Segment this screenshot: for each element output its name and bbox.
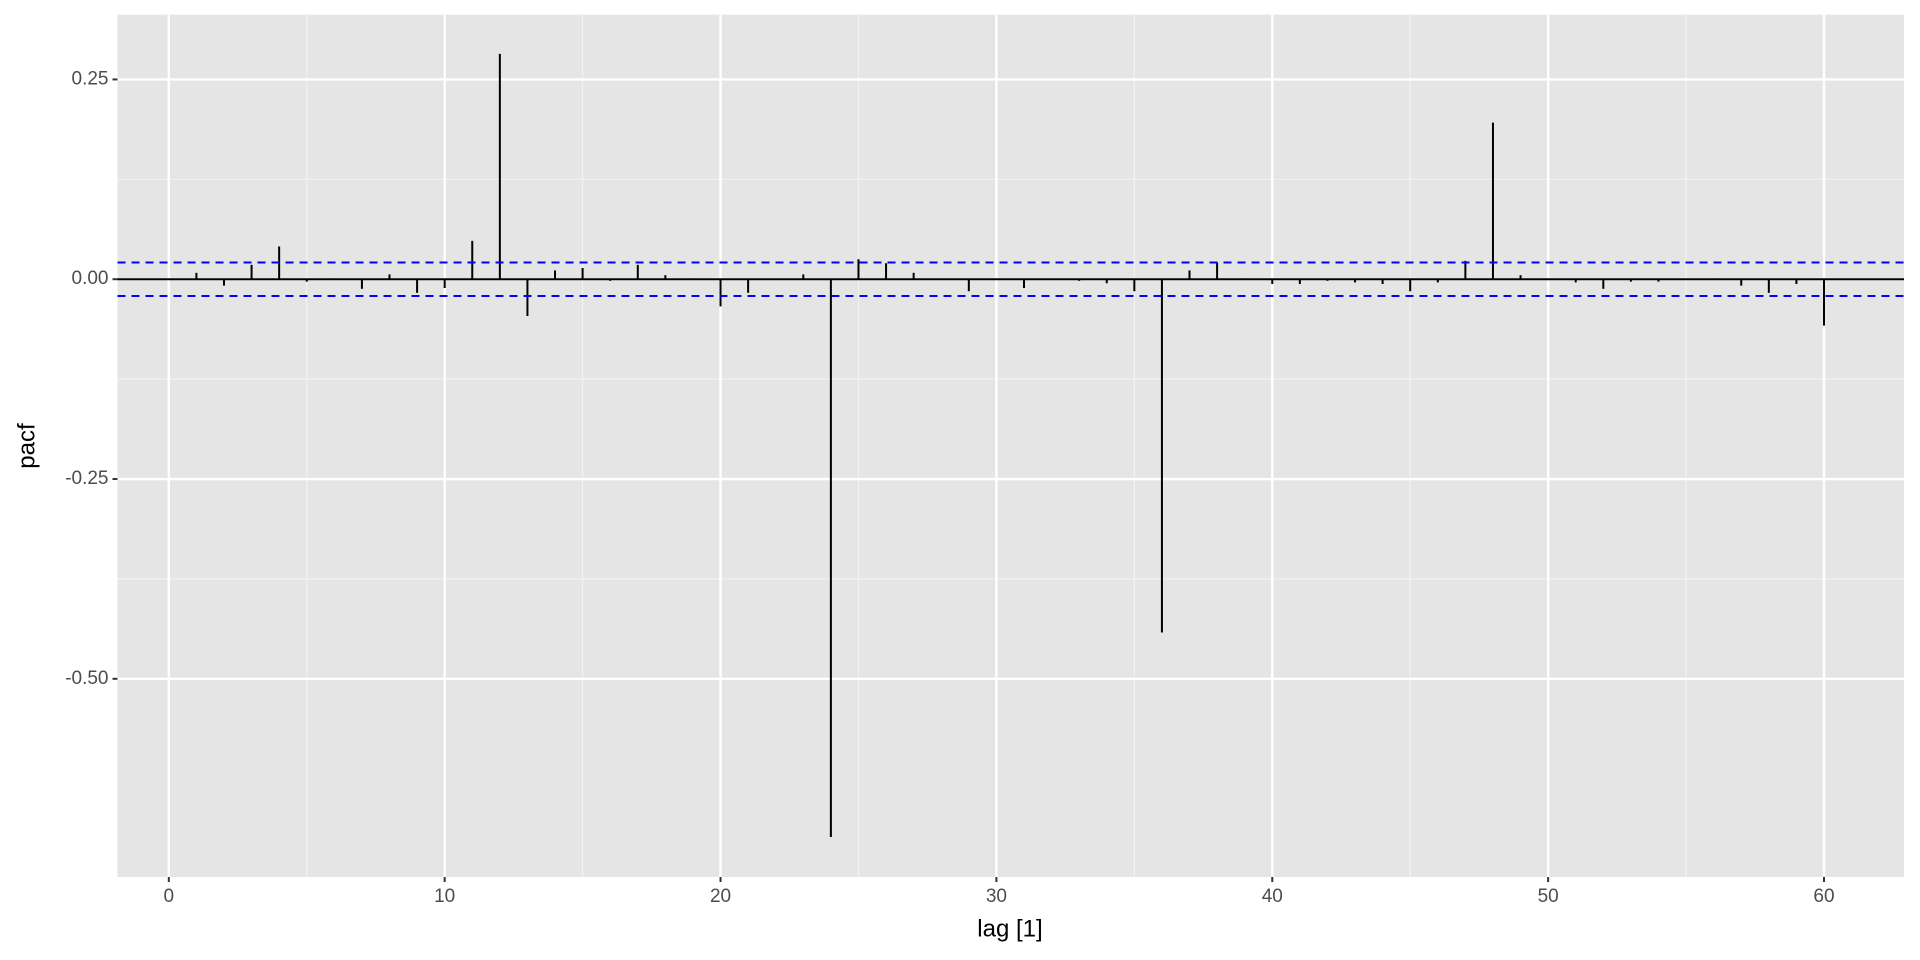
x-tick-label: 30 <box>986 886 1007 907</box>
x-axis-title: lag [1] <box>977 915 1042 942</box>
x-tick-label: 50 <box>1538 886 1559 907</box>
y-tick-label: -0.25 <box>65 468 108 489</box>
y-axis-title: pacf <box>13 423 40 469</box>
x-tick-label: 20 <box>710 886 731 907</box>
panel <box>117 14 1904 877</box>
y-tick-label: 0.00 <box>72 268 109 289</box>
x-tick-label: 10 <box>434 886 455 907</box>
x-tick-label: 0 <box>164 886 175 907</box>
x-tick-label: 60 <box>1813 886 1834 907</box>
y-tick-label: 0.25 <box>72 68 109 89</box>
x-tick-label: 40 <box>1262 886 1283 907</box>
y-tick-label: -0.50 <box>65 668 108 689</box>
